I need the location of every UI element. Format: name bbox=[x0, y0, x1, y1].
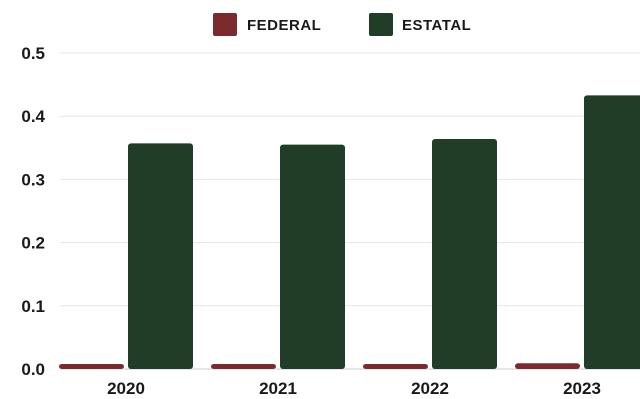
bars bbox=[59, 95, 640, 369]
bar-federal-2022 bbox=[363, 363, 428, 369]
y-tick-label: 0.4 bbox=[21, 107, 45, 126]
bar-estatal-2022 bbox=[432, 138, 497, 369]
bar-estatal-2021 bbox=[280, 144, 345, 369]
bar-federal-2023 bbox=[515, 363, 580, 369]
legend: FEDERAL ESTATAL bbox=[213, 13, 471, 36]
y-tick-label: 0.3 bbox=[21, 170, 45, 189]
legend-label-estatal: ESTATAL bbox=[402, 17, 471, 34]
y-axis-ticks: 0.0 0.1 0.2 0.3 0.4 0.5 bbox=[21, 44, 45, 379]
x-tick-label: 2020 bbox=[107, 379, 145, 398]
x-tick-label: 2023 bbox=[563, 379, 601, 398]
y-tick-label: 0.0 bbox=[21, 360, 45, 379]
legend-swatch-estatal bbox=[369, 13, 393, 36]
y-tick-label: 0.5 bbox=[21, 44, 45, 63]
legend-swatch-federal bbox=[213, 13, 237, 36]
y-tick-label: 0.1 bbox=[21, 297, 45, 316]
x-tick-label: 2021 bbox=[259, 379, 297, 398]
x-axis-ticks: 2020 2021 2022 2023 bbox=[107, 379, 601, 398]
bar-federal-2020 bbox=[59, 363, 124, 369]
bar-estatal-2023 bbox=[584, 95, 640, 369]
y-tick-label: 0.2 bbox=[21, 234, 45, 253]
legend-label-federal: FEDERAL bbox=[247, 17, 321, 34]
bar-federal-2021 bbox=[211, 363, 276, 369]
x-tick-label: 2022 bbox=[411, 379, 449, 398]
bar-estatal-2020 bbox=[128, 143, 193, 369]
